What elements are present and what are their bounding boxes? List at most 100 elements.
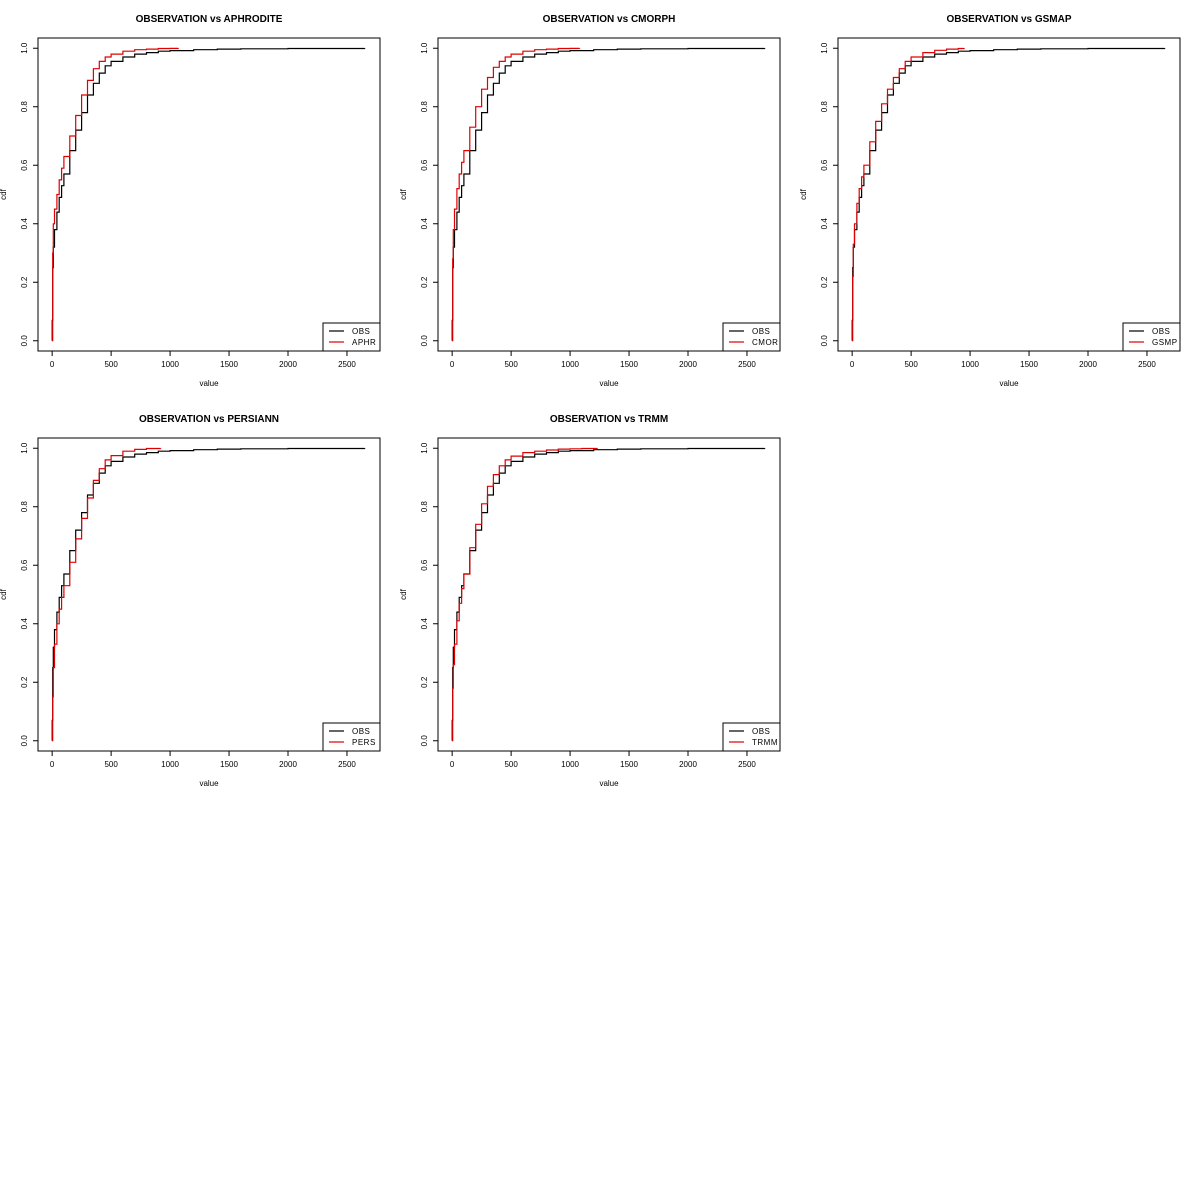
y-tick-label: 0.8 <box>20 501 29 513</box>
y-tick-label: 0.2 <box>820 276 829 288</box>
plot-frame <box>37 37 381 352</box>
y-tick-label: 0.0 <box>420 335 429 347</box>
y-tick-label: 0.0 <box>20 335 29 347</box>
x-tick-label: 500 <box>504 760 518 769</box>
x-tick-label: 2000 <box>679 360 697 369</box>
x-tick-label: 1500 <box>220 360 238 369</box>
x-axis-label: value <box>199 779 219 788</box>
legend-entry: OBS <box>752 727 770 736</box>
legend-entry: GSMP <box>1152 338 1178 347</box>
y-tick-label: 0.8 <box>420 501 429 513</box>
x-tick-label: 1000 <box>161 360 179 369</box>
legend: OBS PERS <box>322 722 381 752</box>
x-tick-label: 1500 <box>620 760 638 769</box>
series-line-cmor <box>452 47 581 342</box>
y-tick-label: 0.6 <box>20 159 29 171</box>
x-tick-label: 0 <box>450 360 455 369</box>
y-tick-label: 0.0 <box>20 735 29 747</box>
y-axis-label: cdf <box>0 588 8 599</box>
x-tick-label: 1500 <box>1020 360 1038 369</box>
series-line-trmm <box>452 447 598 742</box>
x-axis-label: value <box>599 779 619 788</box>
legend-entry: PERS <box>352 738 376 747</box>
y-tick-label: 0.2 <box>20 676 29 688</box>
y-tick-label: 0.4 <box>20 218 29 230</box>
y-axis-label: cdf <box>399 588 408 599</box>
y-tick-label: 0.6 <box>820 159 829 171</box>
x-tick-label: 2500 <box>738 360 756 369</box>
y-tick-label: 0.2 <box>420 276 429 288</box>
y-tick-label: 0.0 <box>420 735 429 747</box>
x-axis-label: value <box>999 379 1019 388</box>
x-tick-label: 1500 <box>620 360 638 369</box>
y-tick-label: 1.0 <box>420 42 429 54</box>
chart-title: OBSERVATION vs APHRODITE <box>136 14 283 25</box>
y-tick-label: 0.6 <box>420 159 429 171</box>
y-tick-label: 0.4 <box>20 618 29 630</box>
plot-frame <box>837 37 1181 352</box>
y-tick-label: 1.0 <box>420 442 429 454</box>
y-tick-label: 0.4 <box>820 218 829 230</box>
x-tick-label: 2000 <box>679 760 697 769</box>
series-line-aphr <box>52 47 179 342</box>
x-tick-label: 1000 <box>961 360 979 369</box>
y-axis-label: cdf <box>0 188 8 199</box>
x-tick-label: 2500 <box>338 360 356 369</box>
x-tick-label: 1000 <box>561 360 579 369</box>
legend-box <box>1122 322 1181 352</box>
x-tick-label: 1500 <box>220 760 238 769</box>
y-tick-label: 0.4 <box>420 218 429 230</box>
legend-box <box>322 722 381 752</box>
chart-title: OBSERVATION vs CMORPH <box>543 14 676 25</box>
y-tick-label: 0.6 <box>20 559 29 571</box>
legend-box <box>722 722 781 752</box>
legend: OBS CMOR <box>722 322 781 352</box>
x-tick-label: 2500 <box>738 760 756 769</box>
legend-box <box>322 322 381 352</box>
chart-title: OBSERVATION vs GSMAP <box>946 14 1071 25</box>
legend-entry: OBS <box>352 327 370 336</box>
legend: OBS GSMP <box>1122 322 1181 352</box>
chart-panel-3: OBSERVATION vs GSMAP 0 500 1000 1500 2000 2500… <box>799 14 1181 388</box>
x-tick-label: 1000 <box>161 760 179 769</box>
chart-panel-1: OBSERVATION vs APHRODITE 0 500 1000 1500 2000… <box>0 14 381 388</box>
legend-entry: TRMM <box>752 738 778 747</box>
plot-frame <box>37 437 381 752</box>
x-tick-label: 1000 <box>561 760 579 769</box>
y-tick-label: 0.2 <box>420 676 429 688</box>
y-tick-label: 0.2 <box>20 276 29 288</box>
series-line-gsmp <box>852 47 965 342</box>
chart-panel-2: OBSERVATION vs CMORPH 0 500 1000 1500 2000 250… <box>399 14 781 388</box>
y-tick-label: 1.0 <box>20 442 29 454</box>
x-tick-label: 0 <box>50 360 55 369</box>
x-tick-label: 0 <box>850 360 855 369</box>
series-line-obs <box>51 447 366 741</box>
y-tick-label: 1.0 <box>20 42 29 54</box>
plot-frame <box>437 37 781 352</box>
plot-frame <box>437 437 781 752</box>
legend-entry: CMOR <box>752 338 778 347</box>
chart-title: OBSERVATION vs PERSIANN <box>139 414 279 425</box>
legend-entry: OBS <box>1152 327 1170 336</box>
x-tick-label: 0 <box>50 760 55 769</box>
y-tick-label: 0.8 <box>420 101 429 113</box>
x-tick-label: 2000 <box>279 360 297 369</box>
legend-box <box>722 322 781 352</box>
x-tick-label: 2000 <box>279 760 297 769</box>
legend-entry: OBS <box>352 727 370 736</box>
x-tick-label: 2500 <box>1138 360 1156 369</box>
x-axis-label: value <box>599 379 619 388</box>
x-tick-label: 2500 <box>338 760 356 769</box>
chart-title: OBSERVATION vs TRMM <box>550 414 668 425</box>
y-axis-label: cdf <box>799 188 808 199</box>
series-line-pers <box>52 447 162 742</box>
y-tick-label: 0.6 <box>420 559 429 571</box>
legend: OBS TRMM <box>722 722 781 752</box>
series-line-obs <box>451 47 766 341</box>
legend-entry: APHR <box>352 338 376 347</box>
x-tick-label: 500 <box>104 760 118 769</box>
y-axis-label: cdf <box>399 188 408 199</box>
y-tick-label: 0.8 <box>20 101 29 113</box>
